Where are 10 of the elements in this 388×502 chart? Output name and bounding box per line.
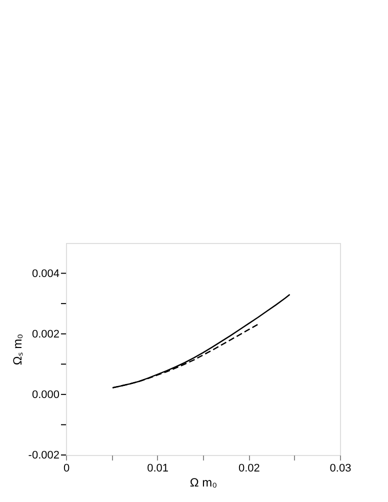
y-axis-title: Ωₛ m₀ [10, 334, 24, 366]
x-axis-title: Ω m₀ [190, 476, 218, 490]
x-tick-label: 0.01 [147, 462, 169, 474]
y-tick-label: 0.004 [32, 268, 60, 280]
y-tick-label: 0.000 [32, 388, 60, 401]
y-tick-label: -0.002 [28, 450, 60, 462]
y-tick-label: 0.002 [32, 328, 60, 340]
x-tick-label: 0.03 [330, 462, 352, 474]
x-tick-label: 0.02 [238, 462, 260, 474]
x-tick-label: 0 [63, 462, 70, 474]
